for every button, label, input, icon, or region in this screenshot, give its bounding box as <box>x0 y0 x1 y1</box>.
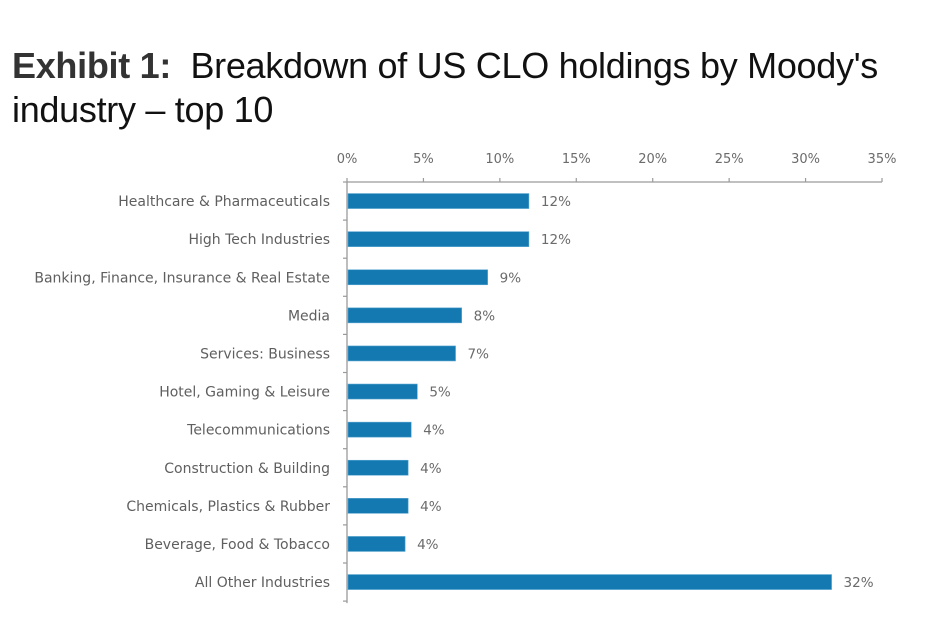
x-tick-label: 25% <box>715 152 744 167</box>
x-tick-label: 10% <box>485 152 514 167</box>
x-tick-label: 20% <box>638 152 667 167</box>
category-label: Chemicals, Plastics & Rubber <box>126 499 330 515</box>
bar <box>347 345 456 362</box>
chart-title: Exhibit 1: Breakdown of US CLO holdings … <box>12 44 932 132</box>
category-label: Healthcare & Pharmaceuticals <box>118 194 330 210</box>
data-label: 4% <box>420 461 442 477</box>
data-label: 4% <box>420 499 442 515</box>
category-label: Telecommunications <box>186 423 330 439</box>
x-tick-label: 30% <box>791 152 820 167</box>
bar <box>347 421 412 438</box>
bar <box>347 459 409 476</box>
chart-title-text: Breakdown of US CLO holdings by Moody's … <box>12 45 878 130</box>
x-axis: 0% 5% 10% 15% 20% 25% 30% 35% <box>337 152 897 604</box>
bar <box>347 574 832 590</box>
data-label: 12% <box>541 232 571 248</box>
data-label: 8% <box>474 308 496 324</box>
category-label: Media <box>288 308 330 324</box>
data-label: 5% <box>429 385 451 401</box>
category-label: Beverage, Food & Tobacco <box>145 537 330 553</box>
data-label: 9% <box>500 270 522 286</box>
data-label: 4% <box>423 423 445 439</box>
bars: 12% 12% 9% 8% 7% 5% 4% 4% 4% 4% 32% <box>347 193 874 591</box>
category-label: High Tech Industries <box>188 232 330 248</box>
x-tick-label: 15% <box>562 152 591 167</box>
data-label: 12% <box>541 194 571 210</box>
category-label: Banking, Finance, Insurance & Real Estat… <box>34 270 330 286</box>
category-label: Construction & Building <box>164 461 330 477</box>
bar <box>347 498 409 514</box>
bar <box>347 307 462 324</box>
x-tick-label: 0% <box>337 152 358 167</box>
data-label: 7% <box>468 346 490 362</box>
category-label: All Other Industries <box>195 575 330 591</box>
bar <box>347 269 488 286</box>
bar <box>347 193 530 209</box>
x-tick-label: 5% <box>413 152 434 167</box>
category-labels: Healthcare & Pharmaceuticals High Tech In… <box>34 194 330 591</box>
exhibit-number: Exhibit 1: <box>12 45 172 86</box>
bar <box>347 536 406 552</box>
data-label: 32% <box>844 575 874 591</box>
x-tick-label: 35% <box>868 152 897 167</box>
category-label: Hotel, Gaming & Leisure <box>159 385 330 401</box>
bar <box>347 231 530 247</box>
bar <box>347 383 418 400</box>
category-label: Services: Business <box>200 346 330 362</box>
data-label: 4% <box>417 537 439 553</box>
